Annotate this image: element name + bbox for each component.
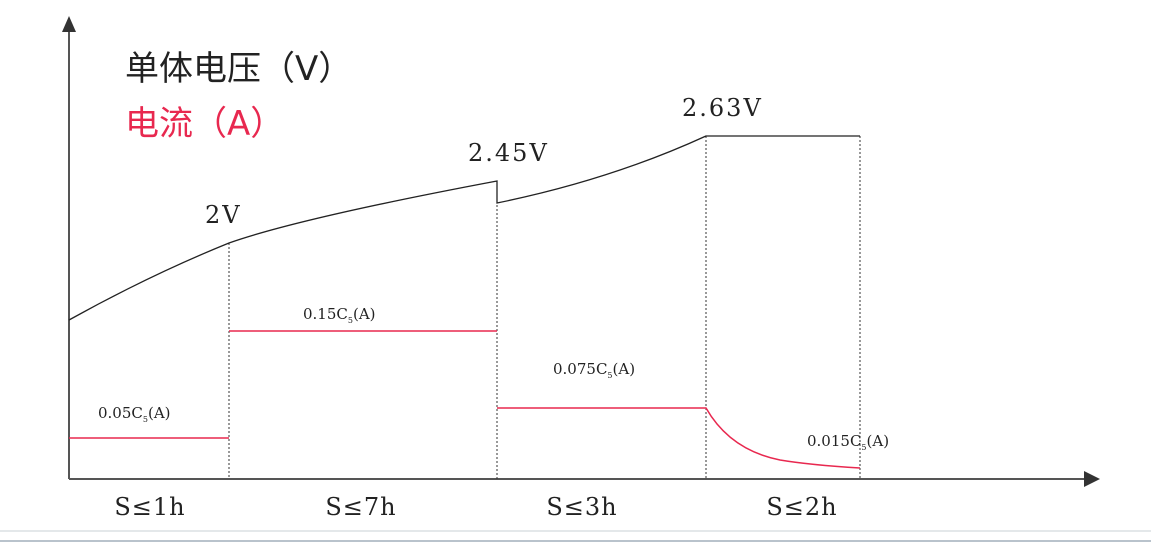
stage-duration-3: S≤3h: [546, 493, 617, 521]
voltage-curve: [68, 135, 860, 321]
current-label-stage-3: 0.075C5(A): [553, 360, 635, 380]
stage-duration-4: S≤2h: [766, 493, 837, 521]
voltage-label-2.63v: 2.63V: [682, 94, 763, 122]
current-curve: [69, 330, 861, 469]
x-axis-arrow: [1084, 471, 1100, 487]
legend-current: 电流（A）: [125, 104, 284, 144]
stage-duration-2: S≤7h: [325, 493, 396, 521]
legend-voltage: 单体电压（V）: [125, 49, 352, 89]
y-axis-arrow: [62, 16, 76, 32]
current-label-stage-1: 0.05C5(A): [98, 404, 171, 424]
voltage-label-2v: 2V: [205, 201, 242, 229]
voltage-label-2.45v: 2.45V: [468, 139, 549, 167]
current-label-stage-4: 0.015C5(A): [807, 432, 889, 452]
current-label-stage-2: 0.15C5(A): [303, 305, 376, 325]
stage-duration-1: S≤1h: [114, 493, 185, 521]
